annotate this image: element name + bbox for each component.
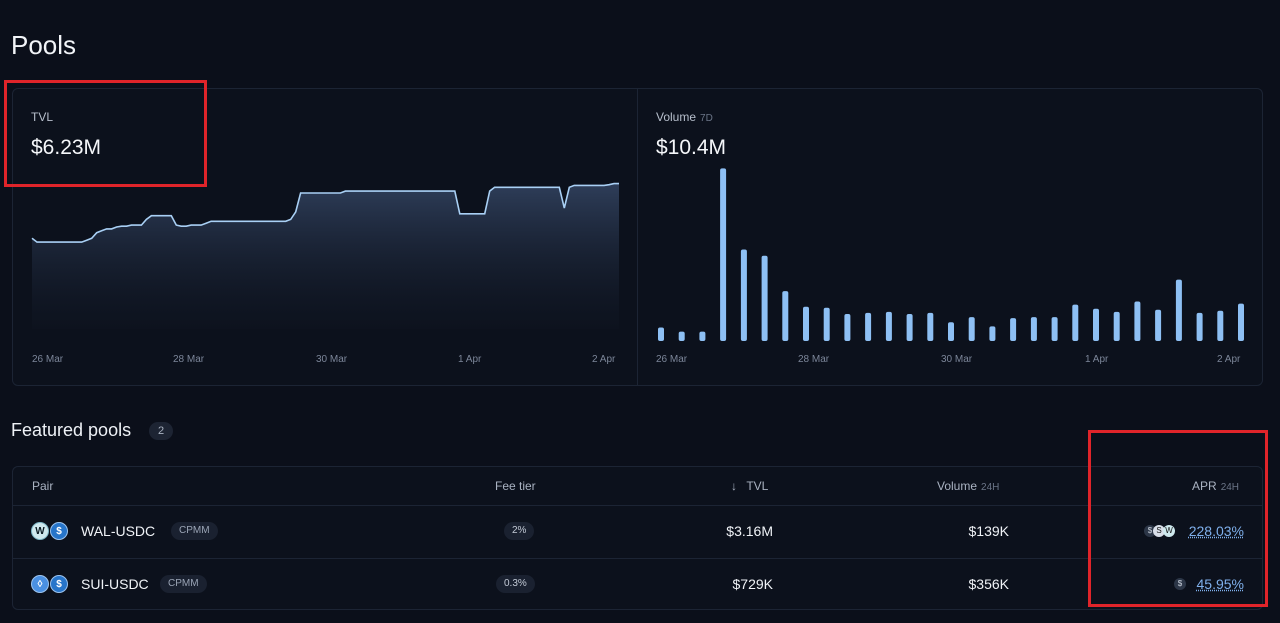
volume-bar[interactable] [1030,317,1037,341]
volume-value: $10.4M [656,136,727,159]
volume-chart[interactable] [656,159,1246,341]
header-pair[interactable]: Pair [32,479,54,493]
usdc-reward-icon: $ [1174,578,1186,590]
volume-bar[interactable] [1196,312,1203,341]
volume-axis-label: 1 Apr [1085,354,1109,365]
tvl-chart[interactable] [31,159,619,329]
featured-count-badge: 2 [149,422,173,440]
header-fee-tier[interactable]: Fee tier [495,479,536,493]
sui-reward-icon: S [1153,525,1165,537]
header-tvl-label: TVL [746,479,769,493]
sort-down-icon: ↓ [731,479,737,493]
tvl-axis-label: 26 Mar [32,354,64,365]
header-tvl[interactable]: ↓ TVL [731,479,768,493]
tvl-series-line [31,182,619,243]
header-apr-label: APR [1192,479,1217,493]
volume-label: Volume 7D [656,110,713,124]
volume-bar[interactable] [823,307,830,341]
table-row[interactable]: W $ WAL-USDC CPMM 2% $3.16M $139K $ S W … [13,506,1262,558]
tvl-axis-label: 28 Mar [173,354,205,365]
tvl-cell: $729K [732,576,773,592]
volume-bar[interactable] [761,255,768,341]
highlight-box-apr [1088,430,1268,607]
header-apr[interactable]: APR 24H [1192,479,1239,493]
volume-bar[interactable] [1113,311,1120,341]
volume-bar[interactable] [989,326,996,341]
apr-value-link[interactable]: 45.95% [1196,576,1244,592]
volume-bar[interactable] [782,291,789,341]
usdc-token-icon: $ [50,522,68,540]
volume-bar[interactable] [1155,309,1162,341]
header-volume[interactable]: Volume 24H [937,479,999,493]
tvl-area-fill [32,183,619,329]
volume-bar[interactable] [906,314,913,341]
tvl-axis-label: 1 Apr [458,354,482,365]
pool-type-badge: CPMM [160,575,207,593]
volume-bar[interactable] [699,331,706,341]
header-apr-period: 24H [1220,482,1240,493]
fee-tier-badge: 0.3% [496,575,535,593]
volume-bar[interactable] [658,327,664,342]
pair-name[interactable]: SUI-USDC [81,576,149,592]
panel-divider [637,89,638,385]
sui-token-icon: ◊ [31,575,49,593]
volume-bar[interactable] [1134,301,1141,342]
volume-cell: $139K [968,523,1009,539]
volume-bar[interactable] [740,249,747,342]
fee-tier-badge: 2% [504,522,535,540]
wal-token-icon: W [31,522,49,540]
volume-axis-label: 26 Mar [656,354,688,365]
volume-bar[interactable] [927,312,934,341]
table-header: Pair Fee tier ↓ TVL Volume 24H APR 24H [13,467,1262,506]
table-row[interactable]: ◊ $ SUI-USDC CPMM 0.3% $729K $356K $ 45.… [13,558,1262,611]
page-title: Pools [11,30,77,60]
volume-axis-label: 2 Apr [1217,354,1241,365]
tvl-value: $6.23M [31,136,102,159]
stats-panel: TVL $6.23M 26 Mar 28 Mar 30 Mar 1 Apr 2 … [12,88,1263,386]
pool-type-badge: CPMM [171,522,218,540]
wal-reward-icon: W [1163,525,1175,537]
volume-axis-label: 30 Mar [941,354,973,365]
tvl-axis-label: 2 Apr [592,354,616,365]
featured-pools-title: Featured pools [11,420,132,440]
pair-name[interactable]: WAL-USDC [81,523,156,539]
volume-bar[interactable] [865,312,872,341]
volume-bar[interactable] [844,314,851,341]
volume-label-text: Volume [656,110,697,124]
volume-axis-label: 28 Mar [798,354,830,365]
volume-bar[interactable] [1175,279,1182,341]
volume-bar[interactable] [885,311,892,341]
volume-cell: $356K [968,576,1009,592]
volume-period: 7D [700,113,713,124]
featured-pools-table: Pair Fee tier ↓ TVL Volume 24H APR 24H W $… [12,466,1263,610]
volume-bar[interactable] [1010,318,1017,341]
volume-bar[interactable] [1072,304,1079,341]
volume-bar[interactable] [803,306,809,341]
volume-bar[interactable] [1217,310,1224,341]
volume-bar[interactable] [1051,317,1058,341]
header-volume-label: Volume [937,479,978,493]
volume-bar[interactable] [948,322,954,341]
tvl-label: TVL [31,110,54,124]
volume-bar[interactable] [1093,308,1099,341]
volume-bar[interactable] [720,168,727,341]
volume-bar[interactable] [678,331,685,341]
highlight-box-tvl [4,80,207,187]
tvl-cell: $3.16M [726,523,773,539]
tvl-axis-label: 30 Mar [316,354,348,365]
usdc-token-icon: $ [50,575,68,593]
apr-value-link[interactable]: 228.03% [1188,523,1244,539]
volume-bar[interactable] [1238,303,1244,341]
header-volume-period: 24H [981,482,1000,493]
volume-bar[interactable] [968,317,975,341]
